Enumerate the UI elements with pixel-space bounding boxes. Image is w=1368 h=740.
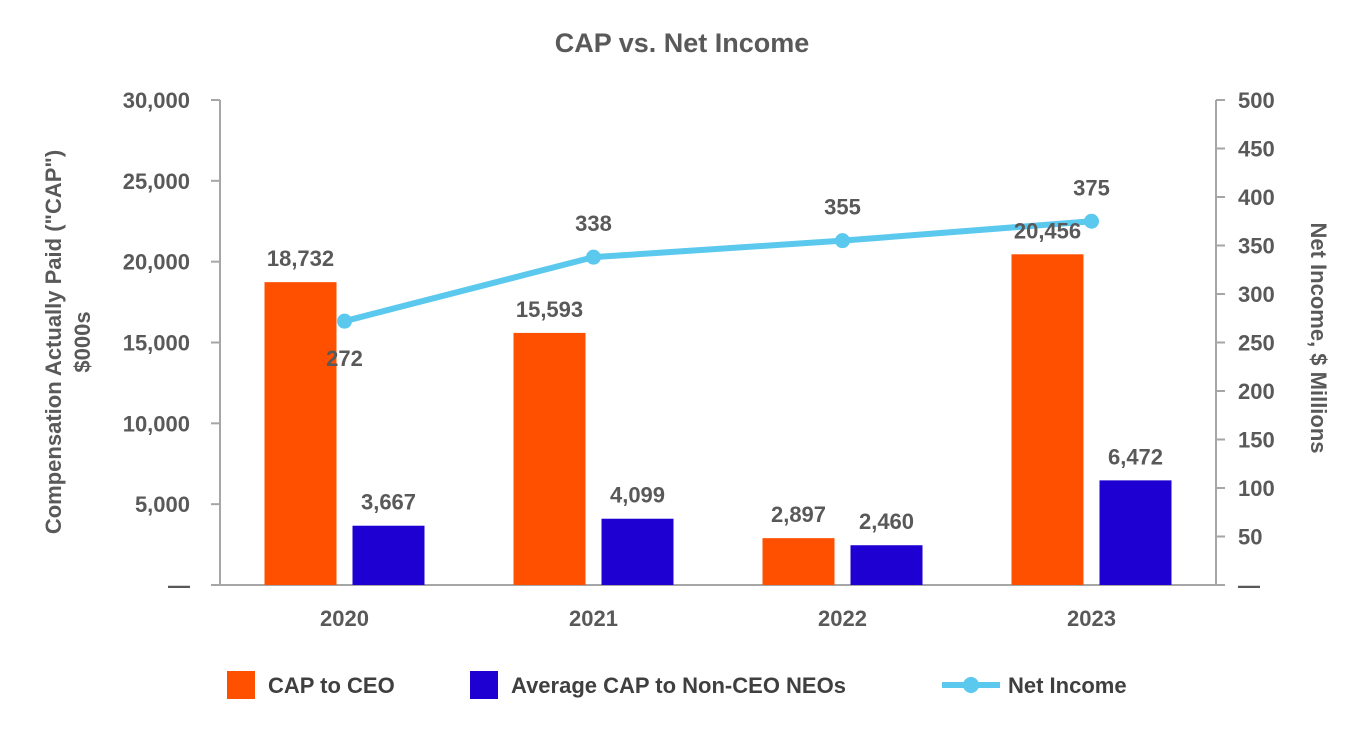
right-tick-label: 100 bbox=[1238, 476, 1275, 501]
x-tick-label: 2023 bbox=[1067, 606, 1116, 631]
legend-swatch-avg-cap-non-ceo bbox=[470, 671, 498, 699]
left-axis-title: Compensation Actually Paid ("CAP") bbox=[41, 150, 66, 534]
legend-label-net-income: Net Income bbox=[1008, 673, 1127, 698]
right-axis: — 50 100 150 200 250 300 350 400 450 500 bbox=[1215, 88, 1275, 598]
right-tick-label: 150 bbox=[1238, 428, 1275, 453]
left-tick-label: 5,000 bbox=[135, 492, 190, 517]
legend-swatch-cap-to-ceo bbox=[227, 671, 255, 699]
net-income-marker bbox=[1084, 213, 1099, 229]
label-cap-to-ceo: 15,593 bbox=[516, 297, 583, 322]
right-tick-label: 250 bbox=[1238, 331, 1275, 356]
right-tick-label: — bbox=[1238, 573, 1260, 598]
bar-series bbox=[264, 254, 1172, 585]
legend: CAP to CEO Average CAP to Non-CEO NEOs N… bbox=[227, 671, 1127, 699]
label-avg-cap-non-ceo: 2,460 bbox=[859, 509, 914, 534]
right-tick-label: 350 bbox=[1238, 234, 1275, 259]
label-avg-cap-non-ceo: 4,099 bbox=[610, 483, 665, 508]
bar-cap-to-ceo bbox=[513, 332, 586, 585]
legend-label-cap-to-ceo: CAP to CEO bbox=[268, 673, 395, 698]
right-tick-label: 500 bbox=[1238, 88, 1275, 113]
bar-avg-cap-non-ceo bbox=[352, 525, 425, 585]
bar-cap-to-ceo bbox=[1011, 254, 1084, 585]
right-axis-title: Net Income, $ Millions bbox=[1306, 222, 1331, 453]
x-tick-label: 2021 bbox=[569, 606, 618, 631]
left-axis: — 5,000 10,000 15,000 20,000 25,000 30,000 bbox=[123, 88, 221, 598]
net-income-marker bbox=[835, 233, 850, 249]
chart-title: CAP vs. Net Income bbox=[555, 28, 810, 58]
bar-avg-cap-non-ceo bbox=[601, 518, 674, 585]
label-net-income: 355 bbox=[824, 195, 861, 220]
right-tick-label: 450 bbox=[1238, 137, 1275, 162]
legend-label-avg-cap-non-ceo: Average CAP to Non-CEO NEOs bbox=[511, 673, 846, 698]
label-net-income: 272 bbox=[326, 346, 363, 371]
legend-marker-net-income bbox=[963, 677, 979, 693]
left-axis-title-unit: $000s bbox=[70, 311, 95, 372]
label-net-income: 375 bbox=[1073, 175, 1110, 200]
label-avg-cap-non-ceo: 6,472 bbox=[1108, 444, 1163, 469]
left-tick-label: 20,000 bbox=[123, 250, 190, 275]
x-tick-label: 2020 bbox=[320, 606, 369, 631]
left-tick-label: 15,000 bbox=[123, 331, 190, 356]
x-tick-label: 2022 bbox=[818, 606, 867, 631]
label-net-income: 338 bbox=[575, 211, 612, 236]
bar-avg-cap-non-ceo bbox=[850, 545, 923, 585]
right-tick-label: 300 bbox=[1238, 282, 1275, 307]
right-tick-label: 200 bbox=[1238, 379, 1275, 404]
left-tick-label: 30,000 bbox=[123, 88, 190, 113]
data-labels: 18,732 15,593 2,897 20,456 3,667 4,099 2,460 6,… bbox=[267, 175, 1163, 534]
left-tick-label: — bbox=[168, 573, 190, 598]
net-income-line bbox=[341, 218, 1095, 325]
net-income-marker bbox=[337, 313, 352, 329]
left-tick-label: 25,000 bbox=[123, 169, 190, 194]
bar-cap-to-ceo bbox=[762, 538, 835, 585]
bar-cap-to-ceo bbox=[264, 282, 337, 585]
left-tick-label: 10,000 bbox=[123, 411, 190, 436]
right-tick-label: 400 bbox=[1238, 185, 1275, 210]
net-income-marker bbox=[586, 249, 601, 265]
label-avg-cap-non-ceo: 3,667 bbox=[361, 490, 416, 515]
label-cap-to-ceo: 20,456 bbox=[1014, 218, 1081, 243]
label-cap-to-ceo: 2,897 bbox=[771, 502, 826, 527]
label-cap-to-ceo: 18,732 bbox=[267, 246, 334, 271]
right-tick-label: 50 bbox=[1238, 525, 1262, 550]
line-series bbox=[337, 213, 1099, 329]
x-axis: 2020 2021 2022 2023 bbox=[220, 584, 1216, 631]
bar-avg-cap-non-ceo bbox=[1099, 480, 1172, 585]
